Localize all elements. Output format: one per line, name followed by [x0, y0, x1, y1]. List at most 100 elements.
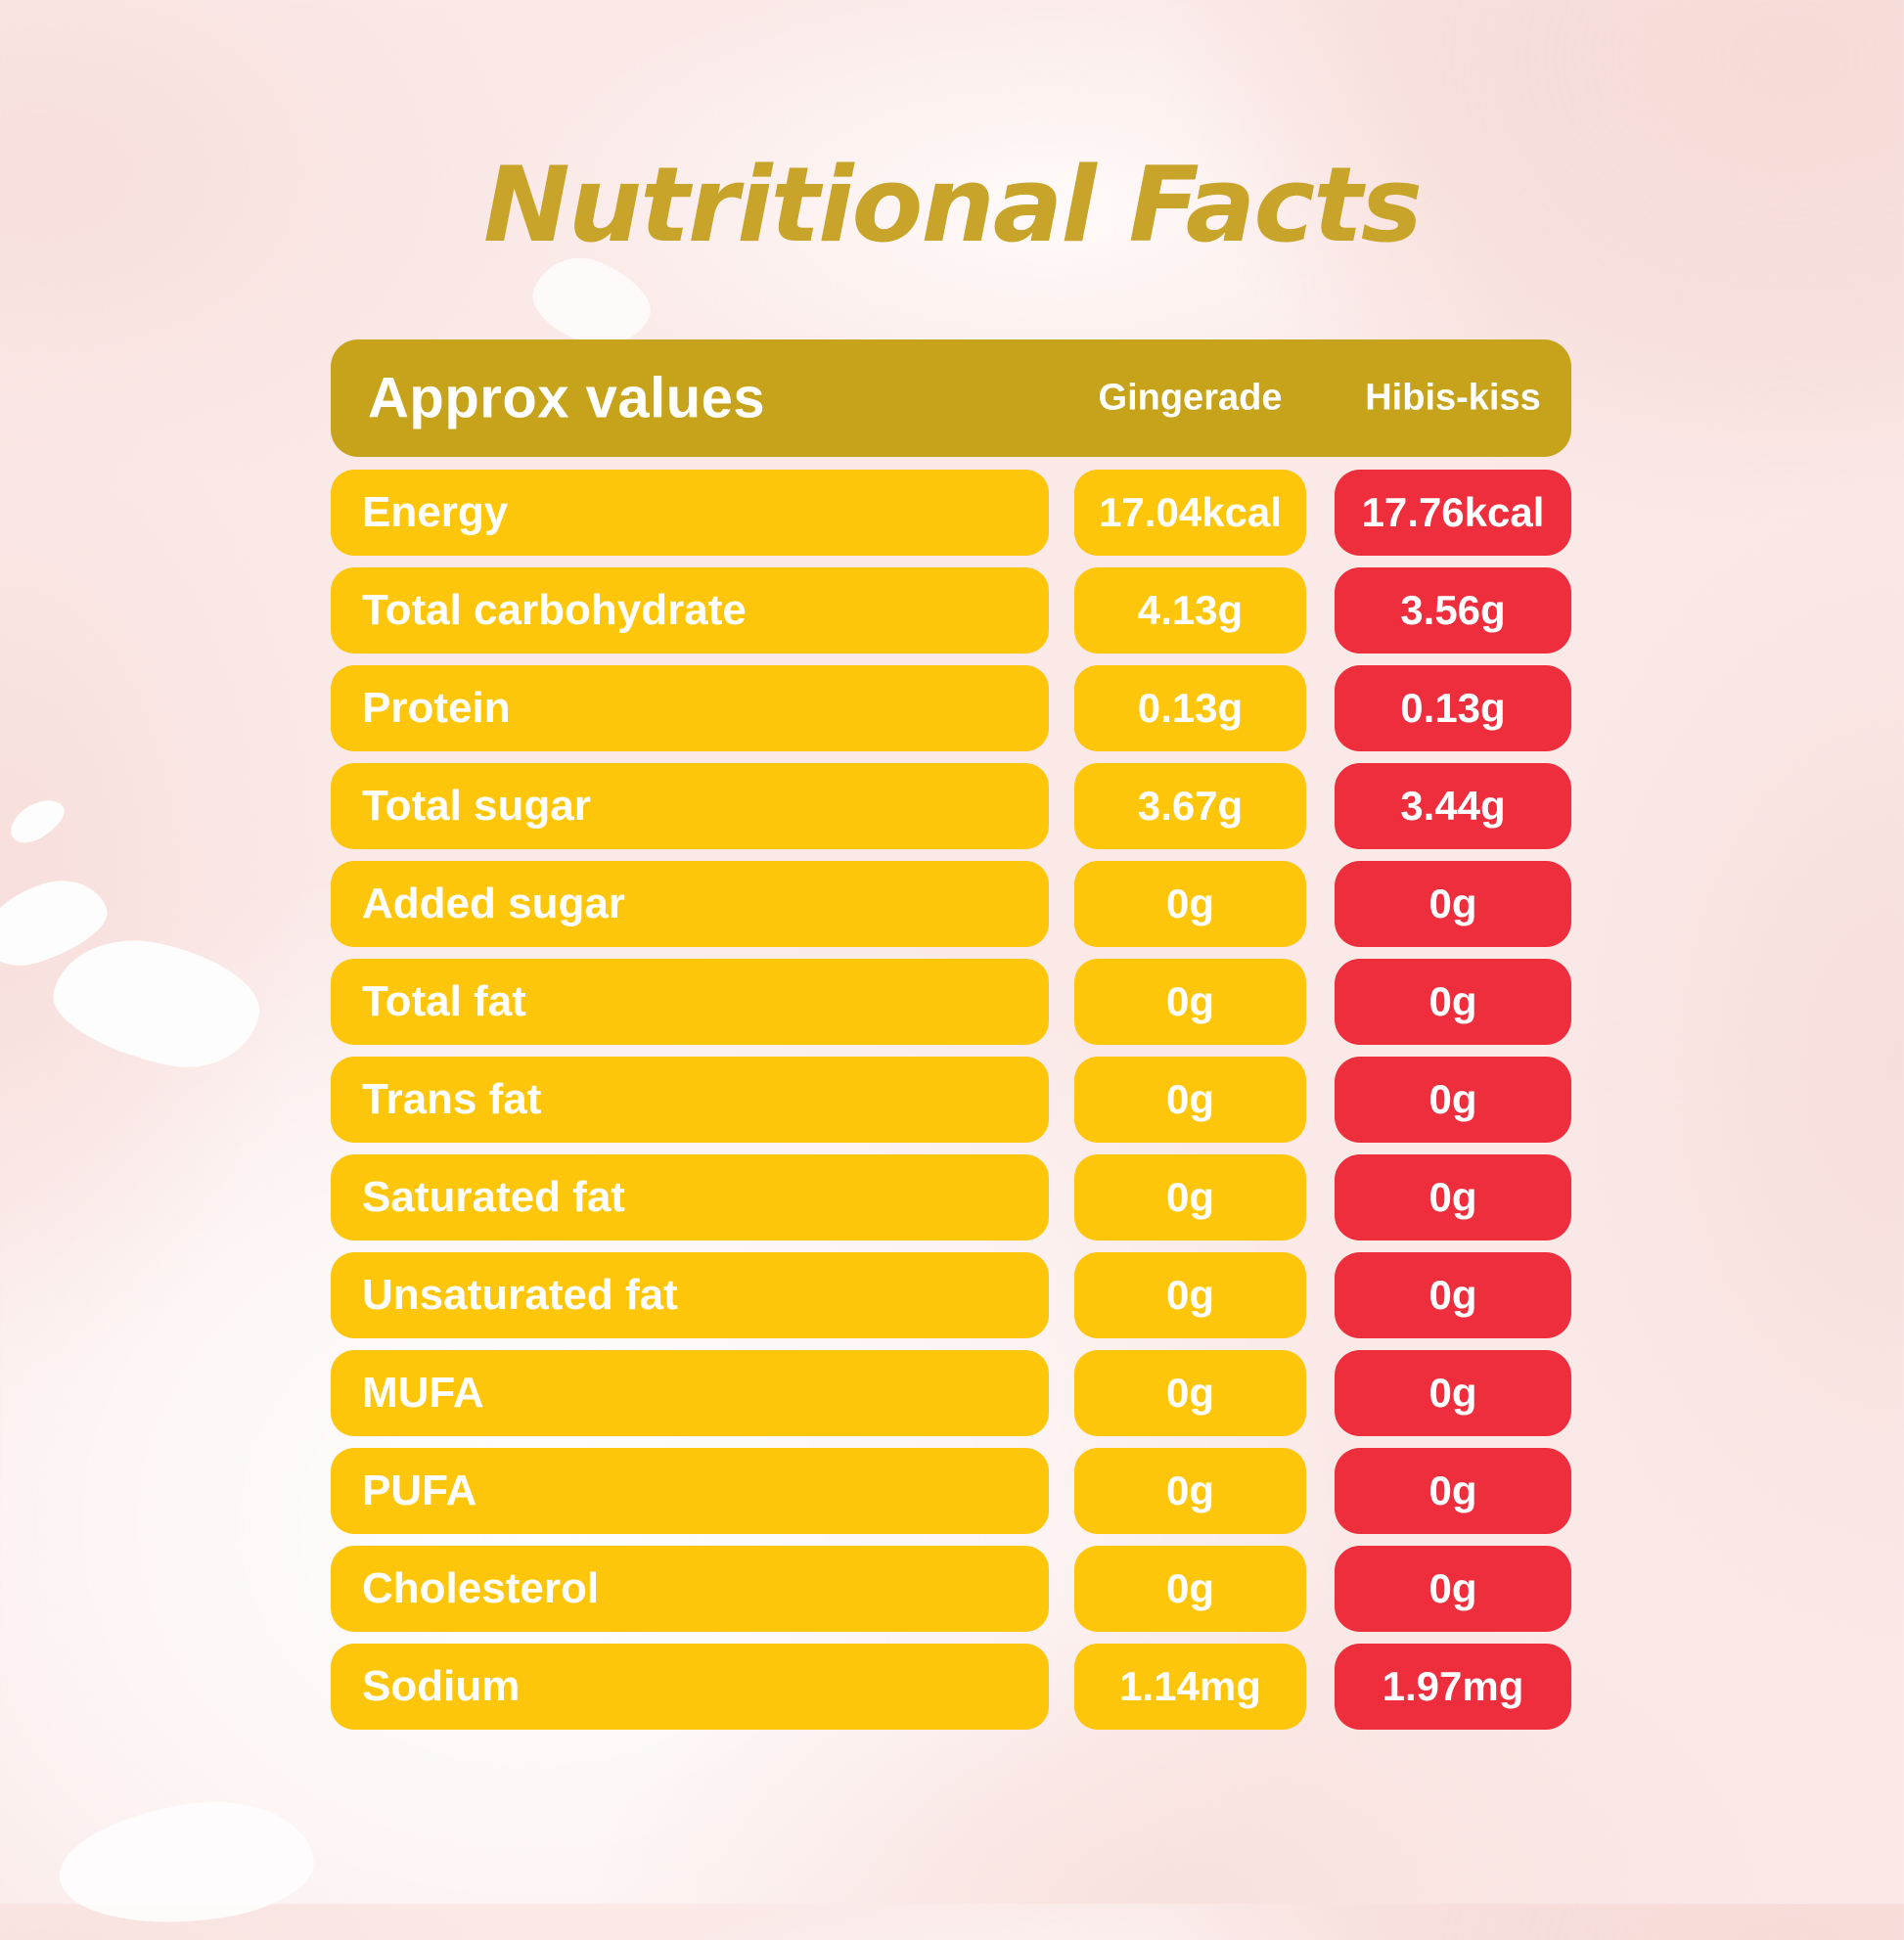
paint-splatter	[43, 924, 270, 1082]
gingerade-value-pill: 0g	[1074, 1448, 1306, 1534]
hibis-kiss-value-pill: 0g	[1335, 1252, 1571, 1338]
row-label: PUFA	[362, 1466, 477, 1514]
row-label-pill: Unsaturated fat	[331, 1252, 1049, 1338]
gingerade-value: 0g	[1165, 1272, 1214, 1318]
row-label: Sodium	[362, 1662, 521, 1710]
hibis-kiss-value: 0g	[1428, 978, 1477, 1024]
row-label-pill: Trans fat	[331, 1057, 1049, 1143]
hibis-kiss-value: 0g	[1428, 880, 1477, 926]
hibis-kiss-value: 0g	[1428, 1370, 1477, 1416]
hibis-kiss-value-pill: 3.44g	[1335, 763, 1571, 849]
row-label-pill: Protein	[331, 665, 1049, 751]
hibis-kiss-value: 0g	[1428, 1174, 1477, 1220]
row-label: Cholesterol	[362, 1564, 600, 1612]
hibis-kiss-value: 0g	[1428, 1565, 1477, 1611]
gingerade-value-pill: 3.67g	[1074, 763, 1306, 849]
column-header-gingerade: Gingerade	[1098, 377, 1283, 419]
table-row: Energy 17.04kcal 17.76kcal	[331, 470, 1571, 556]
table-row: MUFA 0g 0g	[331, 1350, 1571, 1436]
row-label: Total sugar	[362, 782, 591, 830]
gingerade-value: 17.04kcal	[1099, 489, 1282, 535]
gingerade-value: 0g	[1165, 880, 1214, 926]
table-row: Sodium 1.14mg 1.97mg	[331, 1644, 1571, 1730]
hibis-kiss-value: 0g	[1428, 1272, 1477, 1318]
table-header: Approx values Gingerade Hibis-kiss	[331, 339, 1571, 457]
row-label: Energy	[362, 488, 509, 536]
paint-splatter	[51, 1787, 321, 1940]
hibis-kiss-value: 3.56g	[1400, 587, 1506, 633]
row-label-pill: PUFA	[331, 1448, 1049, 1534]
page-title: Nutritional Facts	[483, 145, 1423, 265]
hibis-kiss-value-pill: 0g	[1335, 1154, 1571, 1241]
table-row: Added sugar 0g 0g	[331, 861, 1571, 947]
table-row: Protein 0.13g 0.13g	[331, 665, 1571, 751]
row-label-pill: Total fat	[331, 959, 1049, 1045]
gingerade-value-pill: 0g	[1074, 861, 1306, 947]
row-label-pill: MUFA	[331, 1350, 1049, 1436]
hibis-kiss-value-pill: 0g	[1335, 1448, 1571, 1534]
row-label-pill: Total carbohydrate	[331, 567, 1049, 654]
hibis-kiss-value-pill: 1.97mg	[1335, 1644, 1571, 1730]
row-label: Unsaturated fat	[362, 1271, 678, 1319]
row-label: Total fat	[362, 977, 526, 1025]
gingerade-value-pill: 0g	[1074, 1350, 1306, 1436]
gingerade-value: 0.13g	[1137, 685, 1244, 731]
gingerade-value-pill: 0g	[1074, 1154, 1306, 1241]
table-row: Total carbohydrate 4.13g 3.56g	[331, 567, 1571, 654]
gingerade-value-pill: 0g	[1074, 959, 1306, 1045]
hibis-kiss-value-pill: 17.76kcal	[1335, 470, 1571, 556]
table-row: PUFA 0g 0g	[331, 1448, 1571, 1534]
column-header-hibis-kiss: Hibis-kiss	[1365, 377, 1541, 419]
gingerade-value: 0g	[1165, 978, 1214, 1024]
gingerade-value: 0g	[1165, 1467, 1214, 1513]
gingerade-value-pill: 0g	[1074, 1057, 1306, 1143]
gingerade-value: 0g	[1165, 1370, 1214, 1416]
hibis-kiss-value: 0g	[1428, 1467, 1477, 1513]
paint-splatter	[3, 791, 71, 850]
hibis-kiss-value: 17.76kcal	[1361, 489, 1545, 535]
table-row: Saturated fat 0g 0g	[331, 1154, 1571, 1241]
gingerade-value-pill: 1.14mg	[1074, 1644, 1306, 1730]
row-label-pill: Energy	[331, 470, 1049, 556]
row-label: Saturated fat	[362, 1173, 625, 1221]
row-label-pill: Total sugar	[331, 763, 1049, 849]
hibis-kiss-value-pill: 0.13g	[1335, 665, 1571, 751]
nutrition-table: Approx values Gingerade Hibis-kiss Energ…	[331, 339, 1571, 1730]
row-label: Protein	[362, 684, 511, 732]
row-label-pill: Cholesterol	[331, 1546, 1049, 1632]
row-label: Total carbohydrate	[362, 586, 747, 634]
gingerade-value-pill: 0g	[1074, 1546, 1306, 1632]
row-label: MUFA	[362, 1369, 484, 1417]
gingerade-value: 0g	[1165, 1565, 1214, 1611]
table-row: Cholesterol 0g 0g	[331, 1546, 1571, 1632]
table-row: Total fat 0g 0g	[331, 959, 1571, 1045]
hibis-kiss-value-pill: 0g	[1335, 1546, 1571, 1632]
row-label: Trans fat	[362, 1075, 542, 1123]
hibis-kiss-value-pill: 0g	[1335, 1057, 1571, 1143]
row-label-pill: Sodium	[331, 1644, 1049, 1730]
hibis-kiss-value-pill: 3.56g	[1335, 567, 1571, 654]
gingerade-value: 0g	[1165, 1174, 1214, 1220]
table-row: Total sugar 3.67g 3.44g	[331, 763, 1571, 849]
table-row: Trans fat 0g 0g	[331, 1057, 1571, 1143]
hibis-kiss-value: 1.97mg	[1382, 1663, 1524, 1709]
gingerade-value-pill: 17.04kcal	[1074, 470, 1306, 556]
gingerade-value-pill: 4.13g	[1074, 567, 1306, 654]
table-row: Unsaturated fat 0g 0g	[331, 1252, 1571, 1338]
hibis-kiss-value-pill: 0g	[1335, 1350, 1571, 1436]
table-rows: Energy 17.04kcal 17.76kcal Total carbohy…	[331, 470, 1571, 1730]
gingerade-value-pill: 0g	[1074, 1252, 1306, 1338]
hibis-kiss-value: 3.44g	[1400, 783, 1506, 829]
hibis-kiss-value-pill: 0g	[1335, 861, 1571, 947]
hibis-kiss-value: 0.13g	[1400, 685, 1506, 731]
row-label-pill: Saturated fat	[331, 1154, 1049, 1241]
gingerade-value: 1.14mg	[1119, 1663, 1261, 1709]
gingerade-value-pill: 0.13g	[1074, 665, 1306, 751]
hibis-kiss-value: 0g	[1428, 1076, 1477, 1122]
row-label-pill: Added sugar	[331, 861, 1049, 947]
row-label: Added sugar	[362, 880, 625, 927]
gingerade-value: 3.67g	[1137, 783, 1244, 829]
hibis-kiss-value-pill: 0g	[1335, 959, 1571, 1045]
gingerade-value: 4.13g	[1137, 587, 1244, 633]
